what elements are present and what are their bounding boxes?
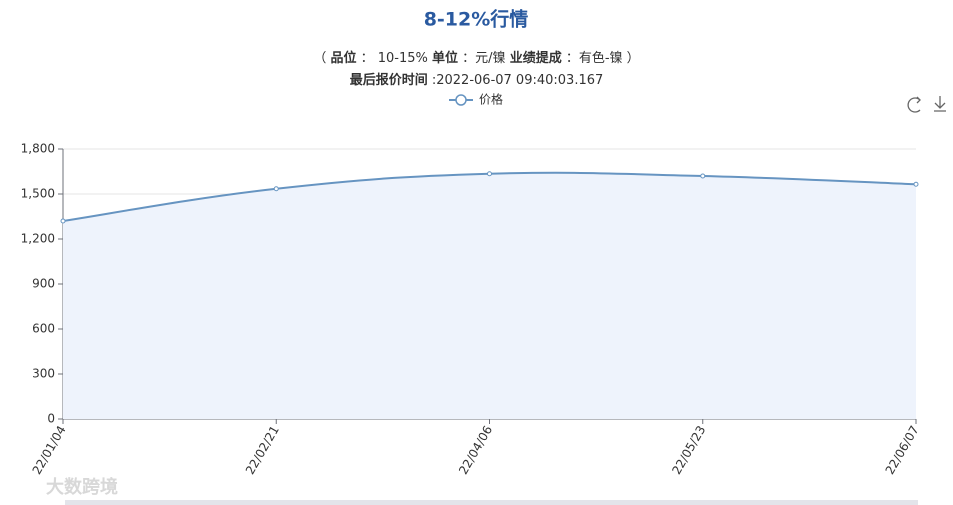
info-block: （ 品位 ： 10-15% 单位 ：元/镍 业绩提成 ：有色-镍 ）最后报价时间…	[0, 48, 953, 92]
x-tick-label: 22/05/23	[669, 423, 708, 477]
y-tick-label: 1,200	[21, 232, 55, 246]
point	[487, 171, 492, 177]
info-text: 最后报价时间	[349, 73, 428, 88]
legend-marker	[455, 94, 467, 106]
refresh-icon[interactable]	[907, 96, 921, 113]
x-tick-label: 22/06/07	[883, 423, 922, 477]
x-tick-label: 22/04/06	[456, 423, 495, 477]
y-tick-label: 0	[47, 412, 55, 426]
info-text: ：元/镍	[458, 51, 510, 66]
x-tick-label: 22/01/04	[30, 423, 69, 477]
point	[273, 186, 279, 192]
info-text: （	[313, 51, 331, 66]
point	[700, 173, 706, 179]
y-tick-label: 900	[32, 277, 55, 291]
zoom-bar	[65, 500, 918, 505]
area	[63, 172, 916, 419]
y-tick-label: 600	[32, 322, 55, 336]
x-tick-label: 22/02/21	[243, 423, 282, 477]
y-tick-label: 300	[32, 367, 55, 381]
chart-title: 8-12%行情	[424, 8, 529, 31]
info-text: :2022-06-07 09:40:03.167	[427, 73, 604, 88]
info-text: ： 10-15%	[356, 51, 433, 66]
point	[60, 218, 66, 224]
info-text: 单位	[432, 51, 459, 66]
info-line: （ 品位 ： 10-15% 单位 ：元/镍 业绩提成 ：有色-镍 ）	[0, 48, 953, 70]
info-text: 业绩提成	[509, 51, 562, 66]
y-tick-label: 1,500	[21, 187, 55, 201]
info-text: 品位	[330, 51, 357, 66]
info-line: 最后报价时间 :2022-06-07 09:40:03.167	[0, 70, 953, 92]
download-icon[interactable]	[934, 96, 946, 112]
y-tick-label: 1,800	[21, 142, 55, 156]
info-text: ：有色-镍 ）	[561, 51, 640, 66]
legend-label: 价格	[479, 92, 503, 107]
point	[913, 181, 919, 187]
watermark: 大数跨境	[46, 476, 118, 498]
